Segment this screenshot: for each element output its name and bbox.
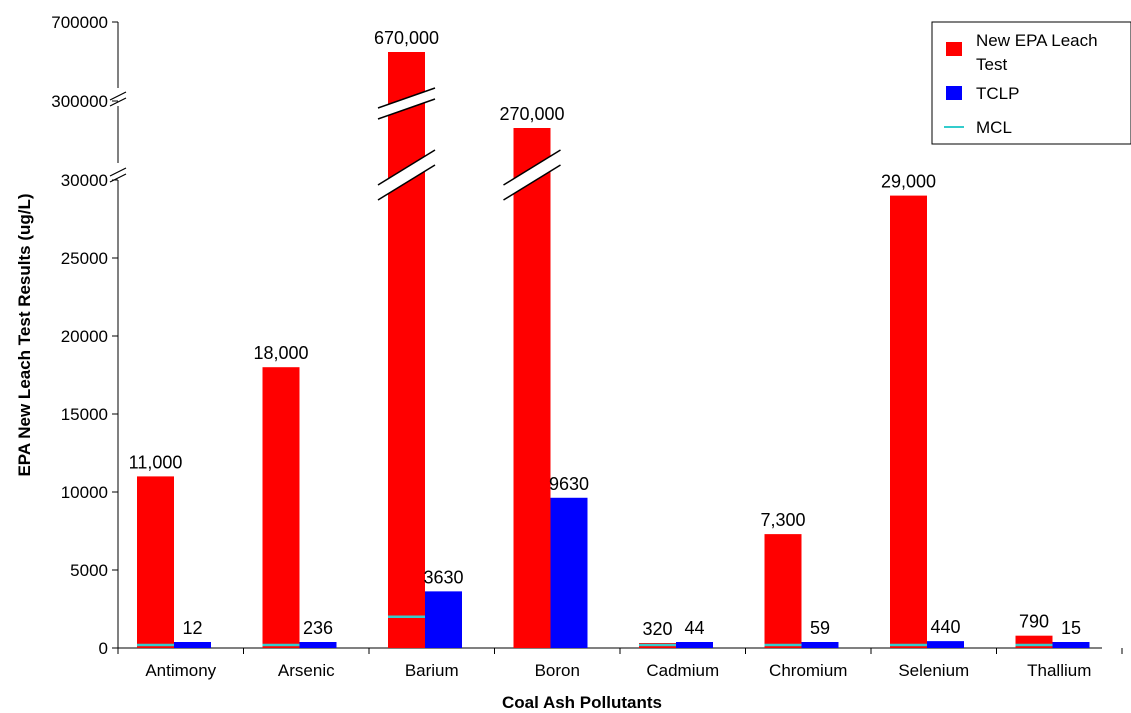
axes: 0 5000 10000 15000 20000 25000 30000 300000 7000… xyxy=(51,13,1123,680)
bar-break-gap xyxy=(378,150,435,200)
y-axis-break-upper xyxy=(109,91,127,101)
data-labels: 11,000 12 18,000 236 670,000 3630 270,000 9630 3… xyxy=(129,28,1081,639)
data-label-tclp: 44 xyxy=(684,618,704,638)
bar-tclp xyxy=(425,591,462,648)
data-label-tclp: 440 xyxy=(930,617,960,637)
y-tick-label: 0 xyxy=(99,639,108,658)
x-tick-label: Thallium xyxy=(1027,661,1091,680)
legend-label-mcl: MCL xyxy=(976,118,1012,137)
bar-tclp xyxy=(174,642,211,648)
bar-new-epa-leach-test xyxy=(764,534,802,648)
bar-tclp xyxy=(676,642,713,648)
data-label-new-epa-leach-test: 270,000 xyxy=(499,104,564,124)
bar-break-line xyxy=(503,164,561,201)
bar-break-gap xyxy=(503,150,561,200)
x-tick-label: Cadmium xyxy=(646,661,719,680)
bar-tclp xyxy=(927,641,964,648)
x-axis-title: Coal Ash Pollutants xyxy=(502,693,662,712)
y-tick-label: 10000 xyxy=(61,483,108,502)
bar-break-line xyxy=(377,164,436,201)
bar-break-gap xyxy=(378,88,435,119)
bar-tclp xyxy=(299,642,337,648)
legend-swatch-new-epa-leach-test xyxy=(946,42,962,56)
data-label-new-epa-leach-test: 790 xyxy=(1019,612,1049,632)
x-tick-label: Selenium xyxy=(898,661,969,680)
bar-tclp xyxy=(1052,642,1090,648)
bar-break-line xyxy=(503,149,561,186)
data-label-tclp: 9630 xyxy=(549,474,589,494)
bar-new-epa-leach-test xyxy=(513,128,551,648)
legend-label-new-epa-leach-test-cont: Test xyxy=(976,55,1007,74)
data-label-tclp: 12 xyxy=(182,618,202,638)
bar-break-line xyxy=(377,149,436,186)
data-label-new-epa-leach-test: 11,000 xyxy=(129,452,183,472)
legend-swatch-tclp xyxy=(946,86,962,100)
y-tick-label: 20000 xyxy=(61,327,108,346)
data-label-new-epa-leach-test: 18,000 xyxy=(253,343,308,363)
y-axis-break-lower xyxy=(109,167,127,177)
bar-break-line xyxy=(377,87,436,109)
data-label-new-epa-leach-test: 670,000 xyxy=(374,28,439,48)
y-tick-label: 700000 xyxy=(51,13,108,32)
x-tick-label: Chromium xyxy=(769,661,847,680)
data-label-new-epa-leach-test: 7,300 xyxy=(760,510,805,530)
y-tick-label: 15000 xyxy=(61,405,108,424)
data-label-tclp: 15 xyxy=(1061,618,1081,638)
bar-new-epa-leach-test xyxy=(890,195,927,648)
legend-label-new-epa-leach-test: New EPA Leach xyxy=(976,31,1098,50)
bar-new-epa-leach-test xyxy=(137,476,174,648)
x-tick-label: Boron xyxy=(535,661,580,680)
y-tick-label: 5000 xyxy=(70,561,108,580)
y-axis-title: EPA New Leach Test Results (ug/L) xyxy=(15,193,34,476)
y-axis-break-upper xyxy=(109,97,127,107)
bar-tclp xyxy=(801,642,839,648)
legend: New EPA Leach Test TCLP MCL xyxy=(931,21,1131,145)
data-label-tclp: 3630 xyxy=(423,567,463,587)
bar-new-epa-leach-test xyxy=(388,52,425,648)
x-tick-label: Antimony xyxy=(145,661,216,680)
data-label-tclp: 236 xyxy=(303,618,333,638)
x-tick-label: Barium xyxy=(405,661,459,680)
x-tick-label: Arsenic xyxy=(278,661,335,680)
data-label-new-epa-leach-test: 320 xyxy=(642,619,672,639)
bars xyxy=(137,52,1090,648)
y-tick-label: 30000 xyxy=(61,171,108,190)
bar-new-epa-leach-test xyxy=(262,367,300,648)
y-tick-label: 25000 xyxy=(61,249,108,268)
legend-label-tclp: TCLP xyxy=(976,84,1019,103)
legend-box xyxy=(931,21,1131,145)
y-tick-label: 300000 xyxy=(51,92,108,111)
bar-break-line xyxy=(377,98,436,120)
data-label-tclp: 59 xyxy=(810,618,830,638)
y-axis-break-lower xyxy=(109,173,127,183)
data-label-new-epa-leach-test: 29,000 xyxy=(881,172,936,192)
bar-tclp xyxy=(550,497,588,648)
